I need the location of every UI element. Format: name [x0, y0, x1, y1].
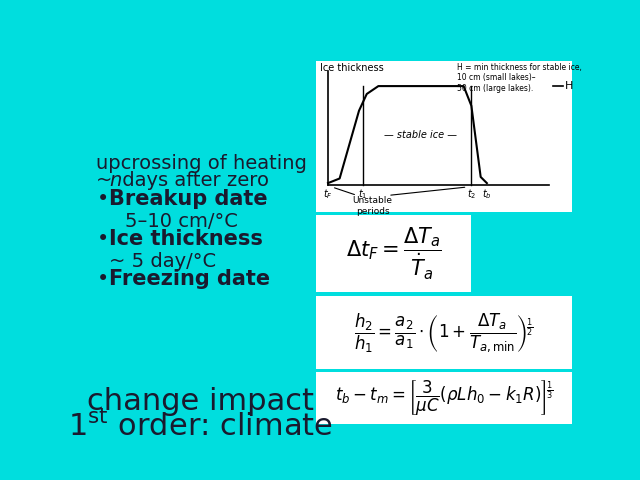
Text: H: H	[565, 81, 573, 91]
Text: $t_b$: $t_b$	[482, 187, 492, 201]
Text: Breakup date: Breakup date	[109, 189, 268, 209]
Text: change impact: change impact	[86, 387, 314, 416]
FancyBboxPatch shape	[316, 296, 572, 370]
Text: $t_2$: $t_2$	[467, 187, 476, 201]
Text: $t_F$: $t_F$	[323, 187, 333, 201]
Text: 1$^{\rm st}$ order: climate: 1$^{\rm st}$ order: climate	[68, 410, 333, 442]
FancyBboxPatch shape	[316, 372, 572, 424]
Text: •: •	[97, 229, 109, 249]
FancyBboxPatch shape	[316, 216, 472, 292]
Text: $t_b - t_m = \left[\dfrac{3}{\mu C}(\rho L h_0 - k_1 R)\right]^{\!\frac{1}{3}}$: $t_b - t_m = \left[\dfrac{3}{\mu C}(\rho…	[335, 378, 554, 418]
Text: •: •	[97, 189, 109, 209]
Text: $\dfrac{h_2}{h_1} = \dfrac{a_2}{a_1} \cdot \left(1 + \dfrac{\Delta T_a}{T_{a,\mi: $\dfrac{h_2}{h_1} = \dfrac{a_2}{a_1} \cd…	[355, 311, 534, 355]
Text: Ice thickness: Ice thickness	[320, 63, 384, 73]
Text: ~ 5 day/°C: ~ 5 day/°C	[109, 252, 216, 271]
Text: — stable ice —: — stable ice —	[385, 131, 458, 140]
Text: $t_1$: $t_1$	[358, 187, 367, 201]
Text: n: n	[109, 171, 122, 190]
Text: ~: ~	[95, 171, 118, 190]
Text: •: •	[97, 269, 109, 289]
Text: $\Delta t_F = \dfrac{\Delta T_a}{\dot{T}_a}$: $\Delta t_F = \dfrac{\Delta T_a}{\dot{T}…	[346, 226, 442, 282]
Text: Unstable
periods: Unstable periods	[353, 196, 392, 216]
Text: upcrossing of heating: upcrossing of heating	[95, 154, 307, 173]
Text: days after zero: days after zero	[116, 171, 269, 190]
Text: H = min thickness for stable ice,
10 cm (small lakes)–
50 cm (large lakes).: H = min thickness for stable ice, 10 cm …	[457, 63, 582, 93]
Text: 5–10 cm/°C: 5–10 cm/°C	[125, 212, 238, 231]
Text: Freezing date: Freezing date	[109, 269, 271, 289]
FancyBboxPatch shape	[316, 61, 572, 212]
Text: Ice thickness: Ice thickness	[109, 229, 263, 249]
